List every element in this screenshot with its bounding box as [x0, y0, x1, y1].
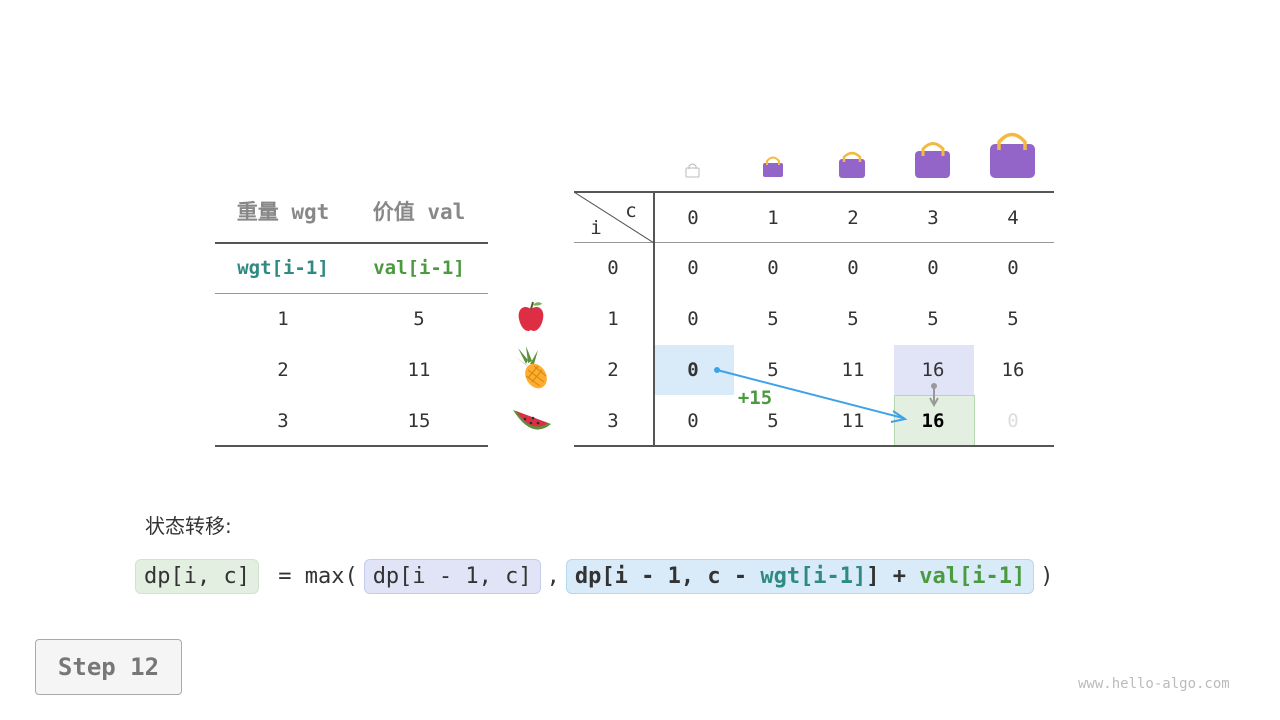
dp-cell: 11	[841, 359, 865, 381]
dp-cell: 0	[847, 257, 859, 279]
row-label: 3	[607, 410, 619, 432]
dp-cell: 16	[921, 410, 945, 432]
watermark: www.hello-algo.com	[1078, 676, 1230, 692]
formula-close: )	[1040, 564, 1054, 589]
row-label: 0	[607, 257, 619, 279]
divider	[215, 293, 488, 294]
formula: dp[i, c] = max( dp[i - 1, c] , dp[i - 1,…	[135, 559, 1054, 594]
bag-icon-capacity-0	[685, 163, 700, 178]
step-button[interactable]: Step 12	[35, 639, 182, 695]
dp-cell: 0	[687, 410, 699, 432]
divider	[215, 242, 488, 244]
formula-option-skip: dp[i - 1, c]	[363, 559, 541, 594]
dp-cell: 5	[767, 359, 779, 381]
dp-cell: 16	[1001, 359, 1025, 381]
row-label: 2	[607, 359, 619, 381]
header-value: 价值 val	[372, 200, 466, 224]
dp-cell: 16	[921, 359, 945, 381]
wgt-cell: 3	[277, 410, 289, 432]
dp-cell: 0	[767, 257, 779, 279]
bag-icon-capacity-3	[915, 142, 950, 178]
dp-cell: 5	[847, 308, 859, 330]
wgt-cell: 1	[277, 308, 289, 330]
bag-icon-capacity-4	[990, 132, 1035, 178]
header-divider	[574, 242, 1054, 243]
dp-cell: 0	[687, 359, 699, 381]
val-cell: 11	[407, 359, 431, 381]
dp-cell: 5	[927, 308, 939, 330]
val-cell: 15	[407, 410, 431, 432]
row-label: 1	[607, 308, 619, 330]
bag-icon-capacity-2	[839, 151, 865, 178]
column-header: 3	[927, 207, 939, 229]
dp-cell: 0	[1007, 410, 1019, 432]
dp-cell: 5	[767, 308, 779, 330]
value-annotation: +15	[737, 387, 773, 409]
column-header: 0	[687, 207, 699, 229]
header-weight: 重量 wgt	[236, 200, 330, 224]
column-header: 4	[1007, 207, 1019, 229]
column-header: 1	[767, 207, 779, 229]
divider	[215, 445, 488, 447]
watermelon-icon	[513, 410, 551, 430]
dp-cell: 5	[767, 410, 779, 432]
wgt-cell: 2	[277, 359, 289, 381]
row-label-divider	[653, 192, 655, 446]
formula-lhs: dp[i, c]	[135, 559, 259, 594]
dp-cell: 5	[1007, 308, 1019, 330]
val-cell: 5	[413, 308, 425, 330]
table-top-border	[574, 191, 1054, 193]
pineapple-icon	[514, 346, 547, 389]
corner-i-label: i	[590, 217, 602, 239]
bag-icon-capacity-1	[763, 156, 783, 177]
dp-cell: 0	[927, 257, 939, 279]
dp-cell: 0	[687, 257, 699, 279]
apple-icon	[518, 301, 544, 331]
dp-cell: 11	[841, 410, 865, 432]
corner-diagonal	[574, 192, 654, 243]
subheader-wgt: wgt[i-1]	[237, 257, 329, 279]
formula-option-take: dp[i - 1, c - wgt[i-1]] + val[i-1]	[565, 559, 1035, 594]
table-bottom-border	[574, 445, 1054, 447]
formula-comma: ,	[546, 564, 560, 589]
formula-max: = max(	[264, 564, 358, 589]
dp-cell: 0	[687, 308, 699, 330]
corner-c-label: c	[625, 200, 637, 222]
formula-label: 状态转移:	[145, 514, 232, 538]
subheader-val: val[i-1]	[373, 257, 465, 279]
column-header: 2	[847, 207, 859, 229]
dp-cell: 0	[1007, 257, 1019, 279]
